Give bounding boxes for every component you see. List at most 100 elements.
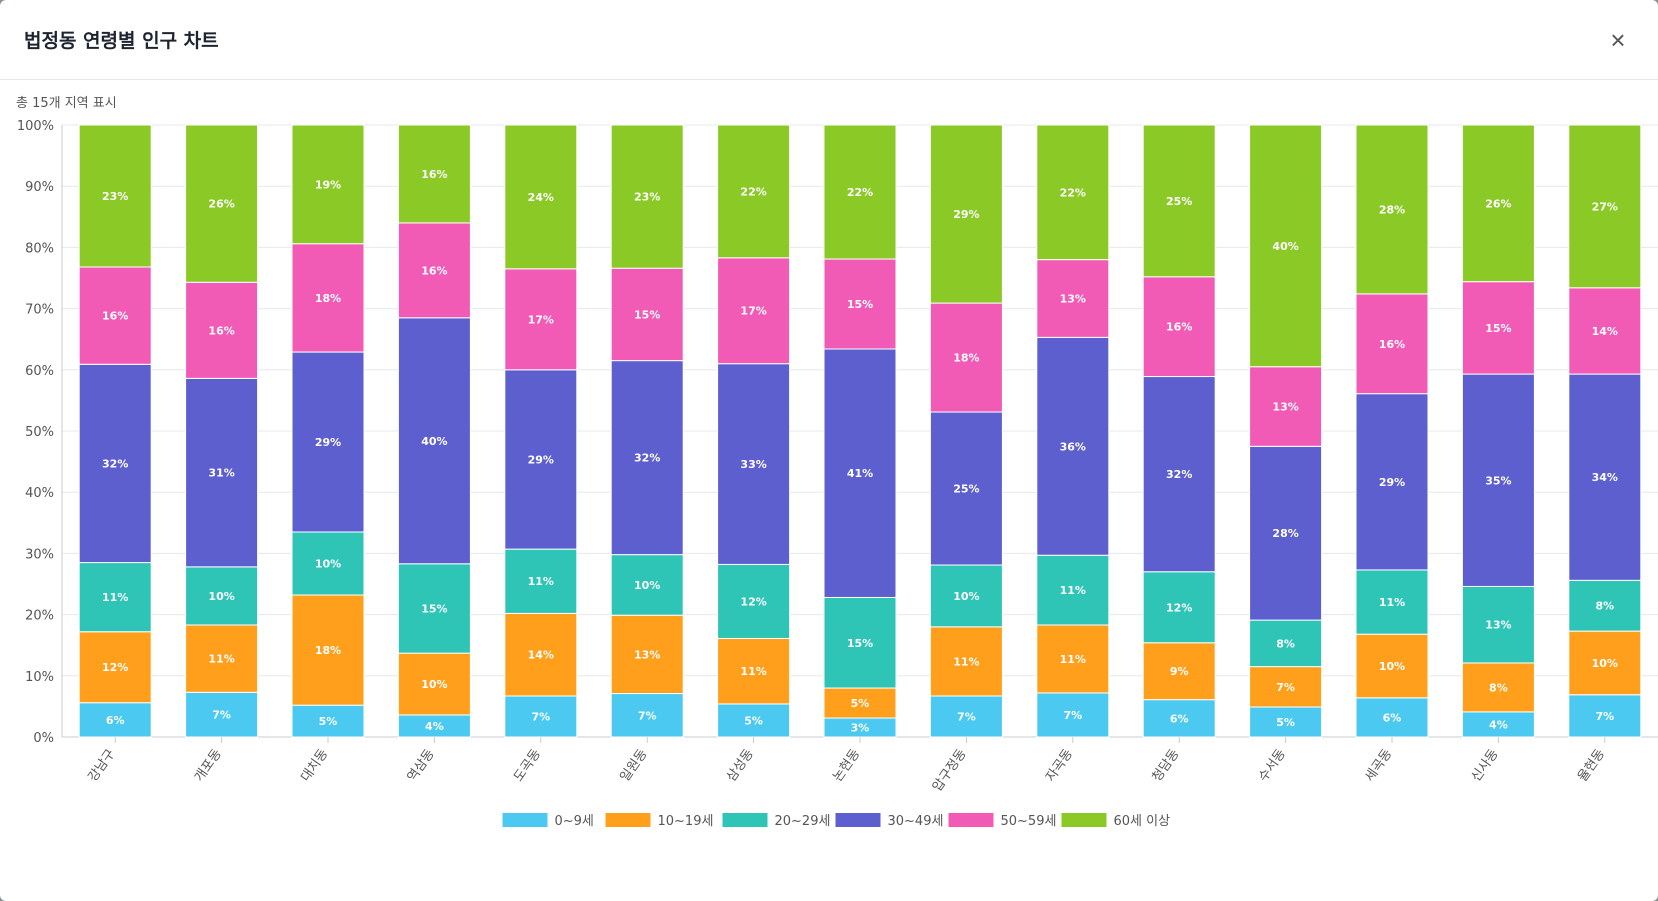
bar-segment xyxy=(504,268,578,371)
bar-value-label: 19% xyxy=(315,178,341,191)
bar-value-label: 13% xyxy=(634,648,660,661)
x-tick-label: 세곡동 xyxy=(1362,747,1395,785)
bar-value-label: 26% xyxy=(208,198,234,211)
bar-segment xyxy=(1355,124,1429,295)
bar-value-label: 16% xyxy=(208,324,234,337)
bar-segment xyxy=(1036,124,1110,261)
bar-value-label: 14% xyxy=(1592,325,1618,338)
bar-segment xyxy=(929,564,1003,628)
x-tick-label: 도곡동 xyxy=(511,747,544,785)
y-tick-label: 100% xyxy=(17,119,54,134)
x-tick-label: 율현동 xyxy=(1575,747,1608,785)
bar-value-label: 7% xyxy=(531,710,550,723)
bar-value-label: 11% xyxy=(208,653,234,666)
x-tick-label: 역삼동 xyxy=(405,747,438,785)
bar-segment xyxy=(610,267,684,362)
bar-segment xyxy=(185,377,259,568)
y-tick-label: 0% xyxy=(33,731,54,746)
bar-value-label: 11% xyxy=(1060,584,1086,597)
stacked-bar-chart: 0% 10% 20% 30% 40% 50% 60% 70% 80% 90% 100% 6% 12% 11… xyxy=(17,119,1658,829)
bar-segment xyxy=(397,563,471,654)
bar-value-label: 10% xyxy=(421,678,447,691)
legend-label: 0~9세 xyxy=(555,814,594,829)
y-tick-label: 30% xyxy=(25,547,54,562)
bar-segment xyxy=(717,703,791,738)
bar-segment xyxy=(1142,124,1216,278)
bar-value-label: 16% xyxy=(1379,338,1405,351)
legend-swatch xyxy=(948,813,994,827)
bar-value-label: 10% xyxy=(634,579,660,592)
bar-segment xyxy=(185,624,259,693)
bar-segment xyxy=(291,594,365,706)
bar-value-label: 4% xyxy=(425,720,444,733)
x-tick-label: 수서동 xyxy=(1256,747,1289,785)
bar-segment xyxy=(823,124,897,260)
bar-value-label: 33% xyxy=(740,458,766,471)
bar-value-label: 32% xyxy=(102,457,128,470)
y-tick-label: 40% xyxy=(25,486,54,501)
bar-segment xyxy=(823,596,897,689)
bar-value-label: 23% xyxy=(102,190,128,203)
bar-segment xyxy=(504,124,578,270)
bar-value-label: 6% xyxy=(1383,711,1402,724)
bar-segment xyxy=(1142,699,1216,738)
legend-label: 30~49세 xyxy=(888,814,944,829)
bar-value-label: 5% xyxy=(1276,716,1295,729)
y-tick-label: 50% xyxy=(25,425,54,440)
bar-value-label: 28% xyxy=(1379,203,1405,216)
bar-value-label: 15% xyxy=(421,602,447,615)
bar-segment xyxy=(291,243,365,353)
bar-segment xyxy=(929,626,1003,697)
bar-value-label: 11% xyxy=(1379,596,1405,609)
bar-segment xyxy=(1461,662,1535,713)
x-tick-label: 자곡동 xyxy=(1043,747,1076,785)
bar-value-label: 15% xyxy=(1485,322,1511,335)
bar-value-label: 10% xyxy=(315,557,341,570)
bar-segment xyxy=(504,369,578,550)
x-tick-label: 대치동 xyxy=(298,747,331,785)
bar-value-label: 10% xyxy=(208,590,234,603)
bar-value-label: 16% xyxy=(421,264,447,277)
bar-segment xyxy=(397,652,471,716)
bar-value-label: 9% xyxy=(1170,665,1189,678)
bar-value-label: 18% xyxy=(315,644,341,657)
x-tick-label: 청담동 xyxy=(1150,747,1183,785)
bar-segment xyxy=(291,124,365,245)
legend-swatch xyxy=(605,813,651,827)
bar-segment xyxy=(1036,554,1110,626)
bar-value-label: 22% xyxy=(847,186,873,199)
bar-segment xyxy=(1355,633,1429,699)
legend-swatch xyxy=(722,813,768,827)
bar-value-label: 34% xyxy=(1592,471,1618,484)
bar-segment xyxy=(397,222,471,319)
bar-value-label: 10% xyxy=(1592,657,1618,670)
bar-segment xyxy=(1461,585,1535,664)
bar-value-label: 15% xyxy=(634,308,660,321)
legend-label: 50~59세 xyxy=(1001,814,1057,829)
bar-segment xyxy=(1568,579,1642,632)
bar-segment xyxy=(78,124,152,268)
bar-segment xyxy=(1249,666,1323,708)
bar-value-label: 22% xyxy=(1060,186,1086,199)
bar-segment xyxy=(610,124,684,269)
modal-header: 법정동 연령별 인구 차트 × xyxy=(0,0,1658,80)
bar-value-label: 10% xyxy=(1379,660,1405,673)
bar-value-label: 5% xyxy=(851,697,870,710)
bar-segment xyxy=(397,317,471,565)
bar-value-label: 18% xyxy=(953,352,979,365)
bar-value-label: 17% xyxy=(528,313,554,326)
bar-segment xyxy=(291,531,365,596)
bar-segment xyxy=(185,124,259,283)
bar-value-label: 5% xyxy=(744,714,763,727)
bar-segment xyxy=(1568,373,1642,581)
bar-value-label: 12% xyxy=(740,595,766,608)
x-tick-label: 강남구 xyxy=(86,747,119,785)
bar-value-label: 11% xyxy=(953,655,979,668)
bar-value-label: 11% xyxy=(1060,653,1086,666)
bar-segment xyxy=(1355,393,1429,571)
close-button[interactable]: × xyxy=(1600,22,1636,58)
bar-segment xyxy=(610,614,684,695)
legend-swatch xyxy=(502,813,548,827)
bar-value-label: 7% xyxy=(212,709,231,722)
